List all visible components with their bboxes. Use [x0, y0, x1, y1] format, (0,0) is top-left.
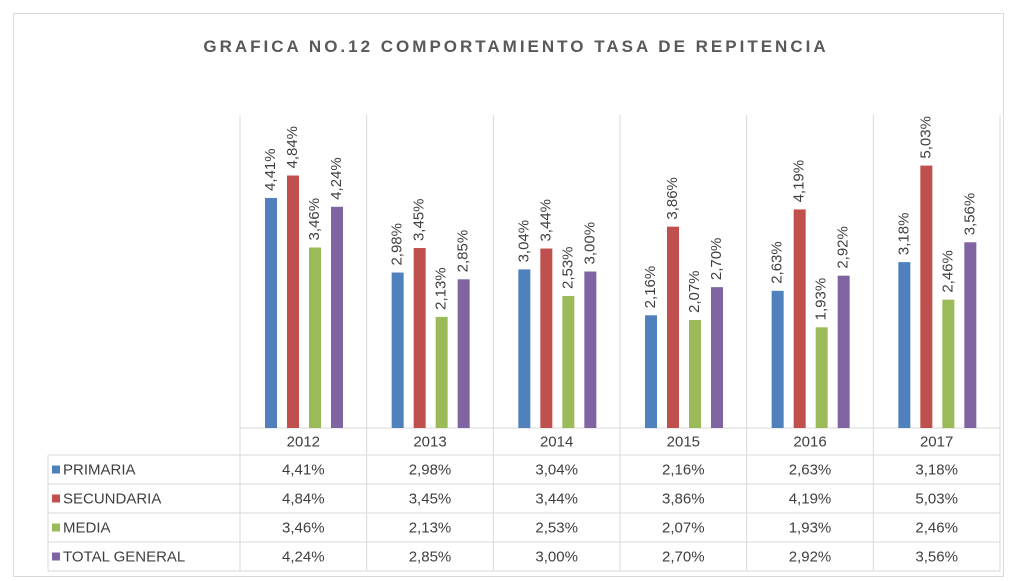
legend-swatch	[52, 552, 60, 561]
data-label: 3,00%	[581, 222, 598, 265]
data-label: 3,86%	[664, 177, 681, 220]
table-cell: 2,53%	[535, 519, 578, 536]
data-label: 3,18%	[895, 213, 912, 256]
x-tick-label: 2015	[667, 433, 700, 450]
legend-label: PRIMARIA	[63, 461, 136, 478]
data-label: 4,41%	[262, 148, 279, 191]
table-cell: 3,00%	[535, 548, 578, 565]
data-label: 2,46%	[939, 250, 956, 293]
table-cell: 4,24%	[282, 548, 325, 565]
bar	[265, 197, 277, 428]
bar	[920, 165, 933, 428]
legend-swatch	[52, 465, 60, 474]
x-tick-label: 2017	[920, 433, 953, 450]
bar	[584, 271, 597, 428]
bar	[689, 320, 701, 428]
bar	[667, 226, 679, 428]
data-label: 2,07%	[686, 270, 703, 313]
legend-label: TOTAL GENERAL	[63, 548, 185, 565]
table-cell: 2,16%	[662, 461, 705, 478]
data-label: 1,93%	[813, 278, 830, 321]
table-cell: 2,46%	[915, 519, 958, 536]
bar	[518, 269, 531, 428]
data-label: 2,63%	[769, 241, 786, 284]
bar	[711, 287, 723, 428]
legend-swatch	[52, 523, 60, 532]
legend-label: MEDIA	[63, 519, 111, 536]
table-cell: 1,93%	[789, 519, 832, 536]
table-cell: 3,56%	[915, 548, 958, 565]
x-tick-label: 2016	[793, 433, 826, 450]
data-label: 2,85%	[455, 230, 472, 273]
bar	[331, 206, 343, 428]
legend-swatch	[52, 494, 60, 503]
table-cell: 3,18%	[915, 461, 958, 478]
bar	[540, 248, 553, 428]
bar	[309, 247, 321, 428]
data-label: 2,53%	[559, 246, 576, 289]
table-cell: 3,45%	[409, 490, 452, 507]
bar	[771, 290, 784, 428]
bar	[964, 242, 977, 428]
data-label: 2,92%	[835, 226, 852, 269]
data-label: 2,13%	[433, 267, 450, 310]
bar	[562, 296, 575, 428]
table-cell: 2,85%	[409, 548, 452, 565]
table-cell: 3,86%	[662, 490, 705, 507]
table-cell: 5,03%	[915, 490, 958, 507]
table-cell: 4,84%	[282, 490, 325, 507]
bar	[391, 272, 404, 428]
table-cell: 3,04%	[535, 461, 578, 478]
table-cell: 3,46%	[282, 519, 325, 536]
bar	[435, 316, 448, 428]
data-label: 2,98%	[389, 223, 406, 266]
bar	[645, 315, 657, 428]
x-tick-label: 2012	[287, 433, 320, 450]
bar	[815, 327, 828, 428]
bar	[898, 262, 911, 428]
table-cell: 2,70%	[662, 548, 705, 565]
bar	[793, 209, 806, 428]
chart-title: GRAFICA NO.12 COMPORTAMIENTO TASA DE REP…	[203, 37, 829, 56]
data-label: 4,19%	[791, 160, 808, 203]
data-label: 3,44%	[537, 199, 554, 242]
table-cell: 2,13%	[409, 519, 452, 536]
bar	[457, 279, 470, 428]
chart-border	[13, 13, 1004, 577]
x-tick-label: 2013	[413, 433, 446, 450]
table-cell: 2,98%	[409, 461, 452, 478]
table-cell: 2,92%	[789, 548, 832, 565]
data-label: 4,24%	[328, 157, 345, 200]
table-cell: 4,19%	[789, 490, 832, 507]
data-label: 3,04%	[515, 220, 532, 263]
table-cell: 4,41%	[282, 461, 325, 478]
data-label: 2,70%	[708, 238, 725, 281]
bar	[942, 299, 955, 428]
bar	[837, 275, 850, 428]
table-cell: 2,63%	[789, 461, 832, 478]
bar	[287, 175, 299, 428]
table-cell: 2,07%	[662, 519, 705, 536]
table-cell: 3,44%	[535, 490, 578, 507]
data-label: 3,45%	[411, 198, 428, 241]
x-tick-label: 2014	[540, 433, 573, 450]
data-label: 3,46%	[306, 198, 323, 241]
data-label: 3,56%	[961, 193, 978, 236]
data-label: 4,84%	[284, 126, 301, 169]
legend-label: SECUNDARIA	[63, 490, 161, 507]
bar	[413, 248, 426, 428]
data-label: 5,03%	[917, 116, 934, 159]
data-label: 2,16%	[642, 266, 659, 309]
